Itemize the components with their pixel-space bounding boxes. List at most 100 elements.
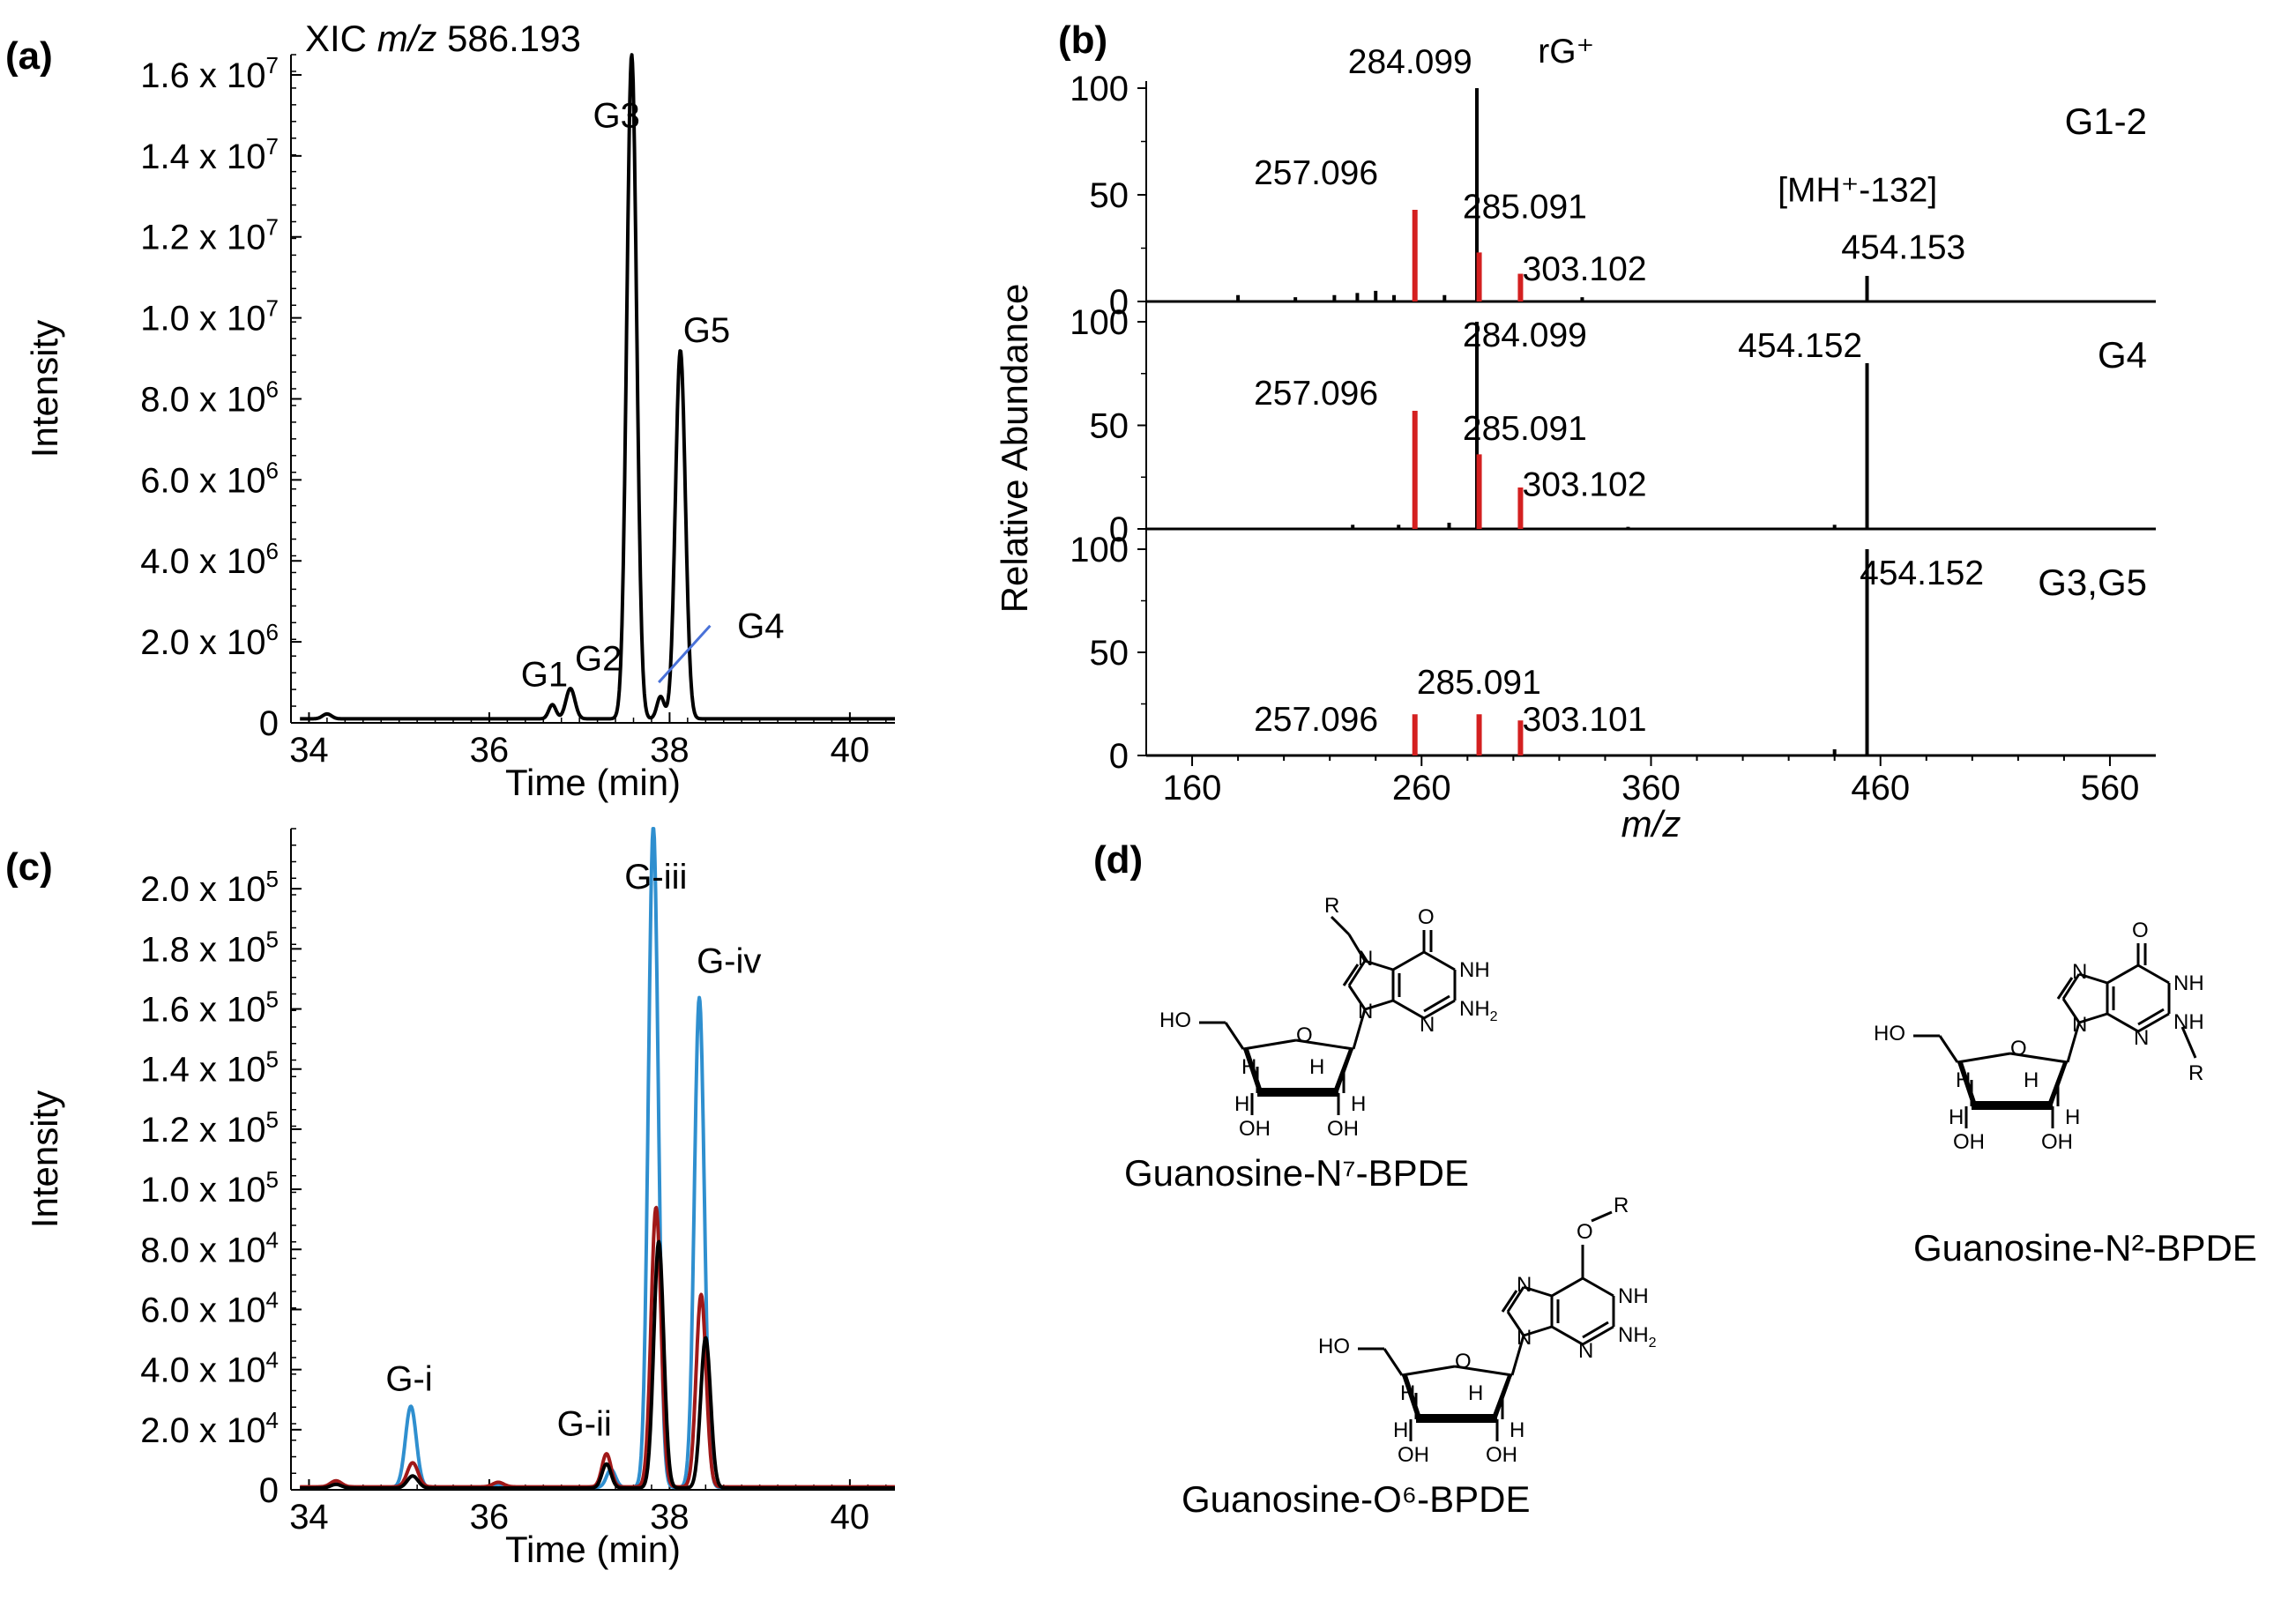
spectrum-G4: 0 50 100 257.096 284.099 285.091 303.102 454.15… — [1070, 303, 2156, 549]
peak-mz-label: 284.099 — [1348, 43, 1472, 81]
peak-label: G-ii — [557, 1405, 612, 1444]
svg-text:OH: OH — [1239, 1117, 1271, 1141]
svg-text:R: R — [2188, 1061, 2203, 1085]
y-tick-label: 1.8 x 105 — [140, 926, 279, 969]
y-tick-label: 0 — [259, 704, 279, 743]
y-tick-label: 1.0 x 107 — [140, 295, 279, 339]
svg-text:H: H — [1468, 1381, 1483, 1405]
series-trace — [299, 53, 897, 721]
svg-text:H: H — [1351, 1092, 1366, 1116]
svg-text:H: H — [2065, 1105, 2080, 1129]
svg-text:HO: HO — [1318, 1335, 1350, 1358]
svg-text:H: H — [1241, 1055, 1256, 1079]
peak-mz-label: rG⁺ — [1538, 33, 1594, 71]
peak-mz-label: [MH⁺-132] — [1778, 171, 1937, 209]
y-tick-label: 50 — [1090, 634, 1129, 673]
y-tick-label: 100 — [1070, 303, 1129, 342]
x-tick-label: 34 — [289, 1498, 329, 1537]
spectrum-name: G3,G5 — [2038, 562, 2147, 603]
peak-label: G-i — [385, 1360, 432, 1399]
svg-text:O: O — [2010, 1037, 2027, 1060]
peak-mz-label: 285.091 — [1463, 189, 1587, 227]
x-tick-label: 460 — [1851, 769, 1910, 807]
svg-text:O: O — [1577, 1220, 1593, 1244]
y-tick-label: 50 — [1090, 407, 1129, 446]
svg-text:R: R — [1324, 894, 1339, 918]
y-tick-label: 50 — [1090, 176, 1129, 215]
structure-name-o6: Guanosine-O⁶-BPDE — [1182, 1478, 1530, 1520]
svg-text:H: H — [1393, 1418, 1408, 1442]
y-tick-label: 1.2 x 105 — [140, 1106, 279, 1150]
peak-label: G5 — [683, 311, 730, 350]
x-tick-label: 160 — [1163, 769, 1222, 807]
svg-text:OH: OH — [1953, 1130, 1985, 1154]
svg-text:NH: NH — [2173, 1010, 2204, 1034]
x-tick-label: 36 — [470, 1498, 510, 1537]
guanosine-skeleton — [1197, 950, 1457, 1117]
svg-text:H: H — [2024, 1068, 2039, 1092]
x-tick-label: 360 — [1621, 769, 1681, 807]
svg-text:N: N — [1358, 947, 1373, 971]
svg-text:H: H — [1400, 1381, 1415, 1405]
y-tick-label: 8.0 x 104 — [140, 1226, 279, 1269]
svg-text:O: O — [2132, 919, 2149, 942]
y-tick-label: 1.2 x 107 — [140, 214, 279, 257]
y-tick-label: 0 — [1109, 737, 1129, 776]
peak-mz-label: 454.152 — [1738, 327, 1862, 365]
structure-guanosine-n2: O N NH NH R N N O HO H H H H OH OH Guano… — [1874, 919, 2257, 1269]
y-axis-title: Intensity — [24, 1090, 65, 1228]
x-tick-label: 40 — [831, 731, 870, 770]
svg-text:O: O — [1455, 1350, 1472, 1373]
x-axis-title: Time (min) — [505, 762, 681, 803]
svg-text:HO: HO — [1874, 1022, 1905, 1046]
y-tick-label: 1.4 x 107 — [140, 133, 279, 176]
x-tick-label: 34 — [289, 731, 329, 770]
svg-text:N: N — [1517, 1273, 1532, 1297]
y-tick-label: 1.0 x 105 — [140, 1166, 279, 1209]
svg-text:N: N — [2072, 960, 2087, 984]
atom-labels: O R N NH NH2 N N O HO H H H H OH OH — [1318, 1194, 1657, 1467]
y-tick-label: 2.0 x 106 — [140, 619, 279, 662]
callout-line — [658, 624, 712, 684]
x-axis-title: Time (min) — [505, 1529, 681, 1570]
y-axis-title: Intensity — [24, 320, 65, 458]
y-tick-label: 6.0 x 104 — [140, 1286, 279, 1329]
svg-text:N: N — [1517, 1326, 1532, 1350]
svg-text:H: H — [1510, 1418, 1524, 1442]
y-tick-label: 1.4 x 105 — [140, 1046, 279, 1090]
x-tick-label: 38 — [650, 1498, 690, 1537]
x-tick-label: 40 — [831, 1498, 870, 1537]
y-tick-label: 100 — [1070, 531, 1129, 569]
svg-text:R: R — [1614, 1194, 1629, 1217]
spectrum-G1-2: 0 50 100 257.096 284.099 285.091 303.102 454.15… — [1070, 33, 2156, 322]
x-tick-label: 560 — [2081, 769, 2140, 807]
panel-label-b: (b) — [1058, 19, 1107, 62]
y-tick-label: 2.0 x 104 — [140, 1407, 279, 1450]
peak-mz-label: 303.101 — [1523, 701, 1647, 739]
peak-mz-label: 257.096 — [1254, 375, 1378, 413]
y-tick-label: 100 — [1070, 70, 1129, 108]
peak-mz-label: 454.152 — [1860, 554, 1984, 592]
peak-mz-label: 257.096 — [1254, 154, 1378, 192]
series-trace-black — [299, 1239, 897, 1490]
panel-label-c: (c) — [5, 845, 53, 889]
svg-text:H: H — [1956, 1068, 1971, 1092]
peak-mz-label: 454.153 — [1841, 229, 1965, 267]
svg-text:H: H — [1309, 1055, 1324, 1079]
peak-label: G4 — [737, 607, 784, 646]
y-tick-label: 0 — [259, 1471, 279, 1510]
svg-text:NH: NH — [1459, 958, 1490, 982]
svg-text:NH2: NH2 — [1618, 1323, 1657, 1351]
svg-text:N: N — [1420, 1013, 1435, 1037]
peak-label: G-iv — [697, 942, 761, 981]
svg-text:N: N — [1358, 1000, 1373, 1023]
svg-text:O: O — [1296, 1023, 1313, 1047]
svg-text:N: N — [2134, 1026, 2149, 1050]
svg-text:N: N — [2072, 1013, 2087, 1037]
svg-text:NH: NH — [2173, 971, 2204, 995]
spectrum-name: G4 — [2098, 334, 2147, 376]
peak-mz-label: 285.091 — [1463, 410, 1587, 448]
svg-text:OH: OH — [1486, 1443, 1517, 1467]
peak-mz-label: 303.102 — [1523, 465, 1647, 503]
